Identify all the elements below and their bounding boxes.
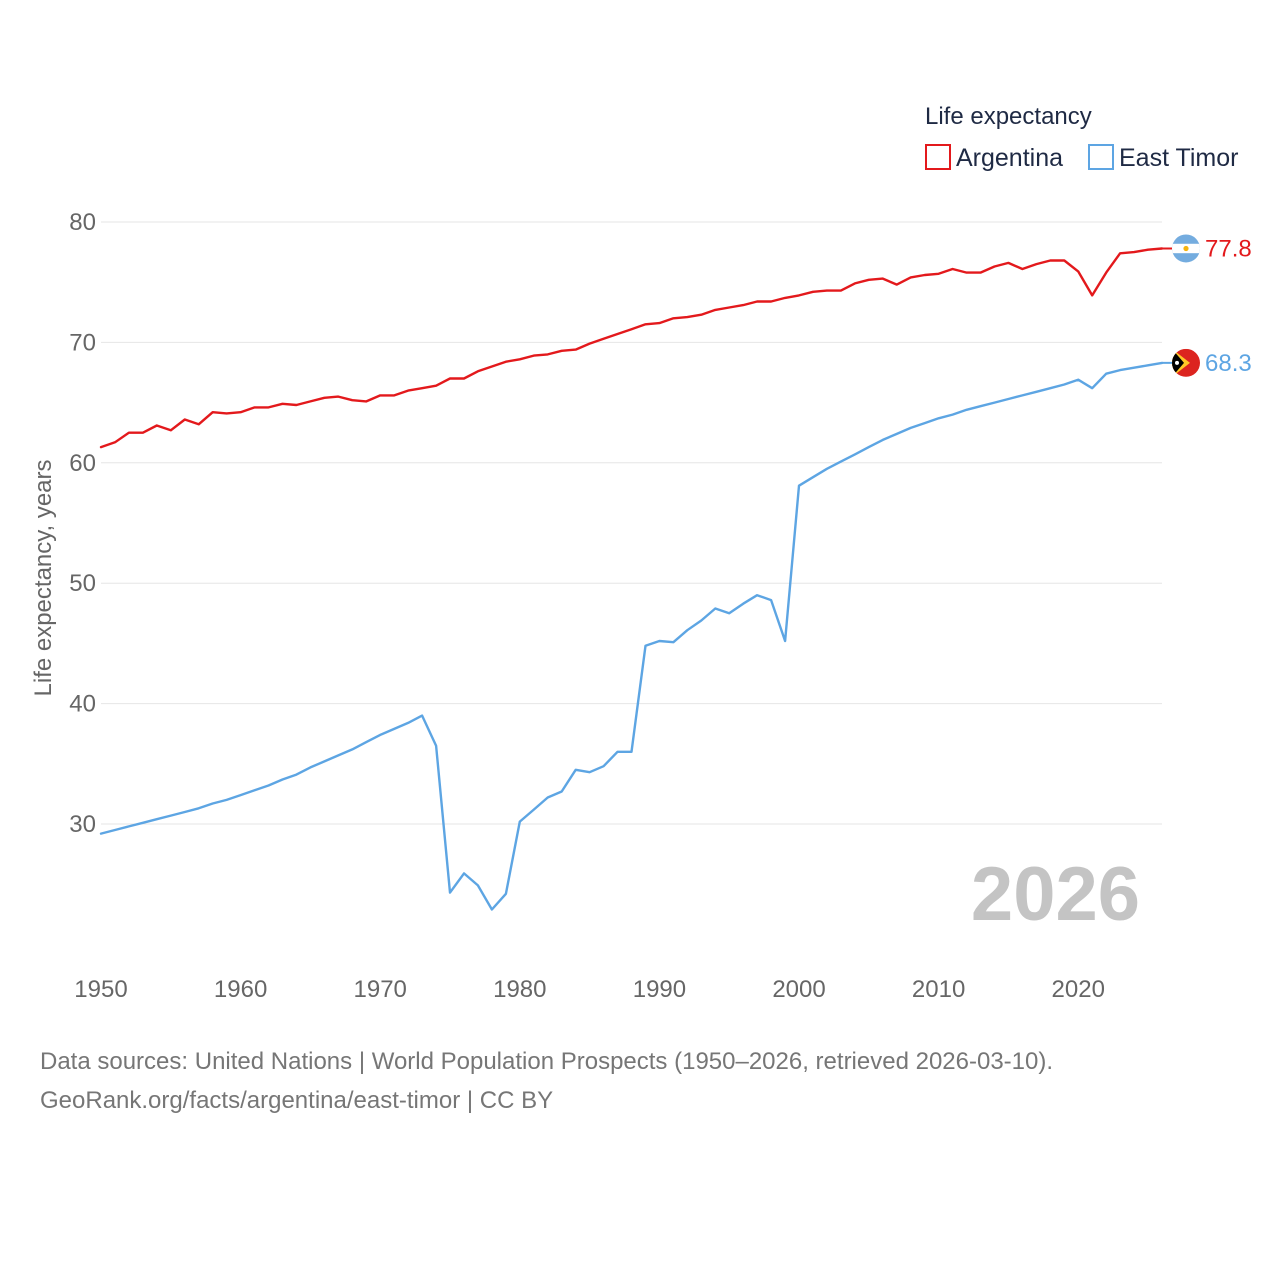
legend-swatch-east-timor xyxy=(1088,144,1114,170)
x-tick-label: 1970 xyxy=(354,976,407,1003)
y-tick-label: 60 xyxy=(69,450,96,477)
legend-title: Life expectancy xyxy=(925,103,1092,130)
series-line-east-timor xyxy=(99,361,1164,911)
footer-source: Data sources: United Nations | World Pop… xyxy=(40,1042,1240,1120)
y-tick-label: 40 xyxy=(69,691,96,718)
y-axis-ticks: 30 40 50 60 70 80 xyxy=(69,209,96,838)
legend-label-argentina: Argentina xyxy=(956,144,1063,172)
x-tick-label: 2010 xyxy=(912,976,965,1003)
year-watermark: 2026 xyxy=(971,852,1140,937)
series-lines xyxy=(99,247,1172,911)
series-line-argentina xyxy=(99,247,1164,449)
legend-item-argentina[interactable]: Argentina xyxy=(925,144,1063,172)
end-label-argentina: 77.8 xyxy=(1205,235,1252,262)
y-axis-label: Life expectancy, years xyxy=(30,459,57,696)
east-timor-flag-icon xyxy=(1172,348,1200,377)
y-tick-label: 80 xyxy=(69,209,96,236)
x-tick-label: 1990 xyxy=(633,976,686,1003)
y-tick-label: 70 xyxy=(69,329,96,356)
x-tick-label: 1960 xyxy=(214,976,267,1003)
x-tick-label: 1980 xyxy=(493,976,546,1003)
y-tick-label: 50 xyxy=(69,570,96,597)
legend-swatch-argentina xyxy=(925,144,951,170)
footer-line-sources: Data sources: United Nations | World Pop… xyxy=(40,1048,1054,1075)
x-tick-label: 1950 xyxy=(74,976,127,1003)
x-tick-label: 2000 xyxy=(772,976,825,1003)
legend-label-east-timor: East Timor xyxy=(1119,144,1238,172)
footer-line-attribution[interactable]: GeoRank.org/facts/argentina/east-timor |… xyxy=(40,1087,554,1114)
y-tick-label: 30 xyxy=(69,811,96,838)
x-axis-ticks: 1950 1960 1970 1980 1990 2000 2010 2020 xyxy=(74,976,1105,1003)
gridlines xyxy=(101,221,1162,825)
end-label-east-timor: 68.3 xyxy=(1205,350,1252,377)
x-tick-label: 2020 xyxy=(1052,976,1105,1003)
legend-item-east-timor[interactable]: East Timor xyxy=(1088,144,1238,172)
argentina-flag-icon xyxy=(1172,234,1200,263)
